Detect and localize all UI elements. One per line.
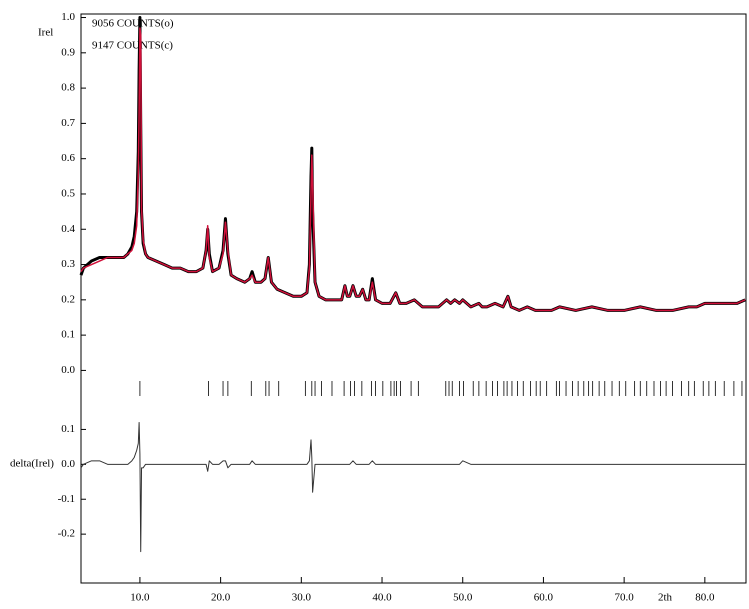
y-tick-label: 0.4 xyxy=(61,223,75,235)
x-tick-label: 10.0 xyxy=(130,592,150,604)
y-tick-label: 0.9 xyxy=(61,46,75,58)
annotation: 9056 COUNTS(o) xyxy=(92,18,174,30)
x-tick-label: 40.0 xyxy=(372,592,392,604)
x-tick-label: 30.0 xyxy=(292,592,312,604)
annotation: 9147 COUNTS(c) xyxy=(92,40,173,52)
y-tick-label: 1.0 xyxy=(61,11,75,23)
y2-axis-label: delta(Irel) xyxy=(10,458,54,470)
y2-tick-label: 0.0 xyxy=(61,458,75,470)
y-tick-label: 0.6 xyxy=(61,152,75,164)
x-tick-label: 70.0 xyxy=(615,592,635,604)
x-tick-label: 60.0 xyxy=(534,592,554,604)
y-tick-label: 0.1 xyxy=(61,329,75,341)
y-tick-label: 0.7 xyxy=(61,117,75,129)
x-tick-label: 80.0 xyxy=(695,592,715,604)
y-tick-label: 0.3 xyxy=(61,258,75,270)
y-axis-label: Irel xyxy=(38,27,53,39)
y-tick-label: 0.0 xyxy=(61,364,75,376)
difference-line xyxy=(80,421,746,553)
y-tick-label: 0.2 xyxy=(61,293,75,305)
pattern-line xyxy=(79,16,746,312)
y2-tick-label: 0.1 xyxy=(61,423,75,435)
y-tick-label: 0.8 xyxy=(61,82,75,94)
plot-frame xyxy=(80,13,747,584)
y2-tick-label: -0.2 xyxy=(58,528,75,540)
y-tick-label: 0.5 xyxy=(61,188,75,200)
x-axis-label: 2th xyxy=(658,592,673,604)
y2-tick-label: -0.1 xyxy=(58,493,75,505)
x-tick-label: 20.0 xyxy=(211,592,231,604)
pattern-line xyxy=(80,27,746,312)
x-tick-label: 50.0 xyxy=(453,592,473,604)
